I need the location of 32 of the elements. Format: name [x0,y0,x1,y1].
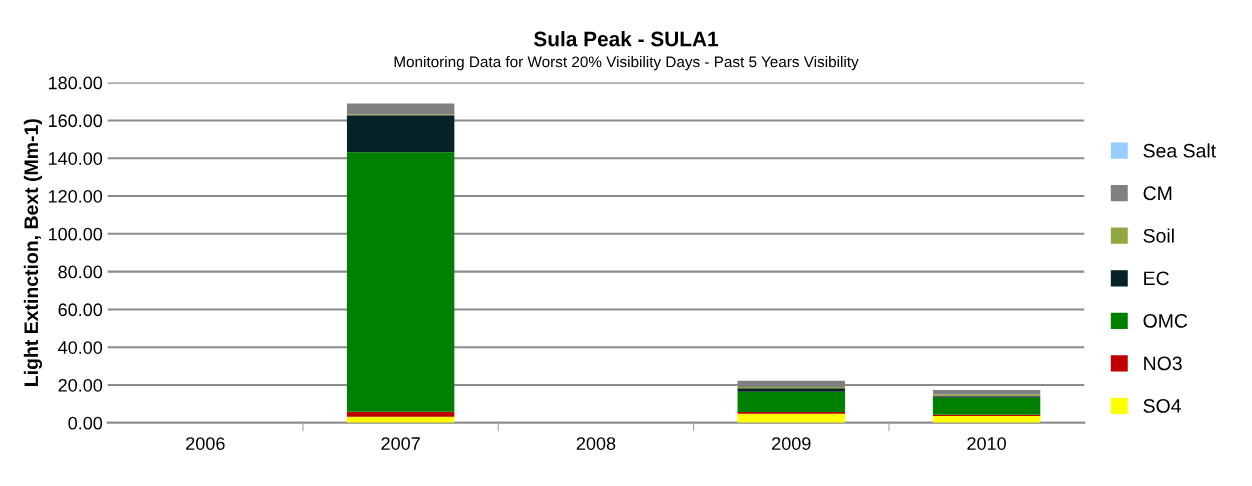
legend-label: Sea Salt [1143,143,1216,158]
legend-label: SO4 [1143,399,1181,413]
x-tick-label: 2006 [186,437,225,450]
bar [346,411,455,417]
x-tick-label: 2007 [381,437,420,450]
x-tick-label: 2008 [576,437,616,450]
y-axis-title: Light Extinction, Bext (Mm-1) [23,119,43,386]
y-tick-label: 120.00 [48,189,103,203]
x-tick-label: 2009 [772,437,811,450]
y-tick-label: 40.00 [58,341,103,354]
y-tick-label: 60.00 [58,303,103,317]
bar [346,152,455,412]
legend-label: Soil [1143,228,1174,243]
bar [346,103,455,115]
y-tick-label: 160.00 [48,114,103,128]
x-tick-label: 2010 [967,437,1006,450]
bar [737,391,845,413]
y-tick-label: 80.00 [58,265,103,279]
chart-subtitle: Monitoring Data for Worst 20% Visibility Days - Past 5 Years Visibility [394,56,859,71]
y-tick-label: 100.00 [48,227,103,241]
y-tick-label: 20.00 [58,378,103,392]
y-tick-label: 180.00 [48,76,103,90]
bar [346,115,455,153]
legend-label: OMC [1143,313,1188,328]
bar [932,397,1041,415]
chart-title: Sula Peak - SULA1 [533,31,719,47]
legend-label: NO3 [1144,356,1182,371]
legend-label: CM [1143,186,1172,201]
legend-label: EC [1144,271,1169,286]
bar [932,390,1041,395]
y-tick-label: 140.00 [48,152,103,165]
y-tick-label: 0.00 [68,416,103,430]
